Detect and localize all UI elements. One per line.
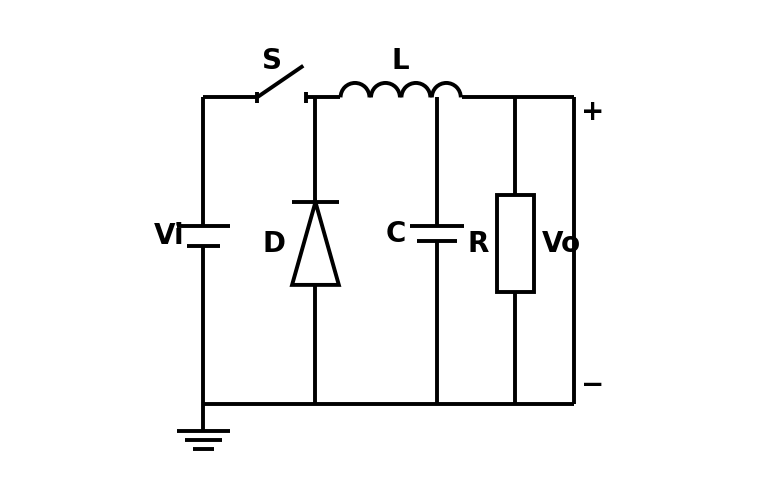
- Text: Vo: Vo: [542, 229, 581, 258]
- Text: C: C: [385, 220, 406, 248]
- Text: Vi: Vi: [154, 222, 185, 250]
- Text: R: R: [468, 229, 490, 258]
- Bar: [497, 195, 534, 292]
- Text: S: S: [262, 47, 281, 75]
- Text: L: L: [392, 47, 409, 75]
- Text: D: D: [263, 229, 286, 258]
- Text: +: +: [581, 98, 605, 126]
- Text: −: −: [581, 371, 605, 399]
